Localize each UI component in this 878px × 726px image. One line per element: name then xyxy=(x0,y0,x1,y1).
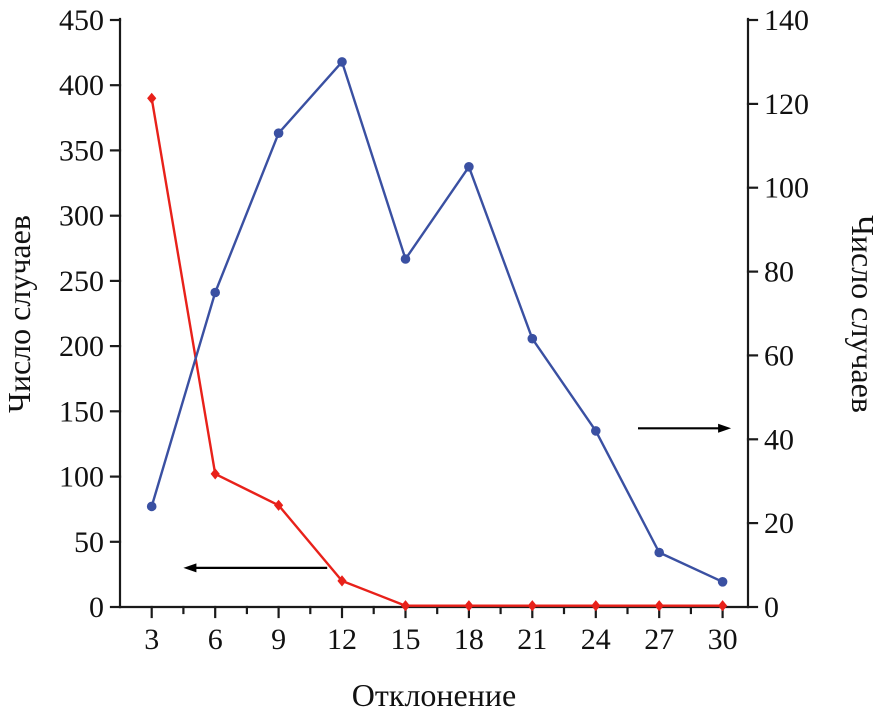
plot-area: 0 50 100 150 200 250 300 350 400 450 0 20 40 60 80 100 1… xyxy=(59,4,809,656)
red-diamond-series-marker xyxy=(337,575,347,587)
red-diamond-series-marker xyxy=(274,499,284,511)
left-axis-tick-label: 250 xyxy=(59,265,104,298)
x-axis-tick-label: 24 xyxy=(581,623,611,656)
red-diamond-series-marker xyxy=(210,468,220,480)
left-axis-title: Число случаев xyxy=(1,215,37,413)
blue-circle-series-marker xyxy=(464,162,474,172)
left-axis-tick-label: 350 xyxy=(59,134,104,167)
right-axis-tick-label: 0 xyxy=(764,591,779,624)
x-axis-tick-label: 18 xyxy=(454,623,484,656)
right-axis-tick-label: 20 xyxy=(764,507,794,540)
x-axis-tick-label: 12 xyxy=(327,623,357,656)
blue-circle-series-marker xyxy=(273,128,284,138)
red-diamond-series-line xyxy=(150,98,723,607)
blue-circle-series-marker xyxy=(717,577,728,587)
blue-circle-series-marker xyxy=(591,426,601,436)
blue-circle-series-marker xyxy=(146,501,157,512)
right-axis-tick-label: 40 xyxy=(764,423,794,456)
left-axis-tick-label: 400 xyxy=(59,69,104,102)
x-axis-tick-label: 9 xyxy=(271,623,286,656)
red-diamond-series-marker xyxy=(591,600,601,612)
red-diamond-series-marker xyxy=(654,600,664,612)
x-axis-tick-label: 27 xyxy=(644,623,674,656)
red-diamond-series-marker xyxy=(147,92,157,104)
left-axis-tick-label: 200 xyxy=(59,330,104,363)
right-axis-tick-label: 100 xyxy=(764,172,809,205)
x-axis-tick-label: 30 xyxy=(708,623,738,656)
blue-circle-series-marker xyxy=(337,57,347,67)
left-axis-tick-label: 150 xyxy=(59,395,104,428)
left-axis-tick-label: 100 xyxy=(59,461,104,494)
x-axis-title: Отклонение xyxy=(352,677,516,713)
right-axis-tick-label: 140 xyxy=(764,4,809,37)
left-axis-arrow-head xyxy=(183,563,197,573)
red-diamond-series-marker xyxy=(464,600,474,612)
right-axis-title: Число случаев xyxy=(845,215,878,413)
blue-circle-series-marker xyxy=(400,254,411,264)
blue-circle-series-marker xyxy=(210,287,220,298)
x-axis-tick-label: 6 xyxy=(208,623,223,656)
right-axis-arrow-head xyxy=(718,423,732,433)
right-axis-tick-label: 80 xyxy=(764,256,794,289)
red-diamond-series-marker xyxy=(400,600,411,612)
x-axis-tick-label: 15 xyxy=(391,623,421,656)
red-diamond-series-marker xyxy=(718,600,728,612)
red-diamond-series-marker xyxy=(527,600,537,612)
left-axis-tick-label: 300 xyxy=(59,200,104,233)
left-axis-tick-label: 450 xyxy=(59,4,104,37)
blue-circle-series-line xyxy=(150,60,724,583)
blue-circle-series-marker xyxy=(527,333,538,344)
right-axis-tick-label: 120 xyxy=(764,88,809,121)
left-axis-tick-label: 0 xyxy=(89,591,104,624)
blue-circle-series-marker xyxy=(654,547,664,558)
x-axis-tick-label: 3 xyxy=(144,623,159,656)
x-axis-tick-label: 21 xyxy=(517,623,547,656)
left-axis-tick-label: 50 xyxy=(74,526,104,559)
right-axis-tick-label: 60 xyxy=(764,339,794,372)
